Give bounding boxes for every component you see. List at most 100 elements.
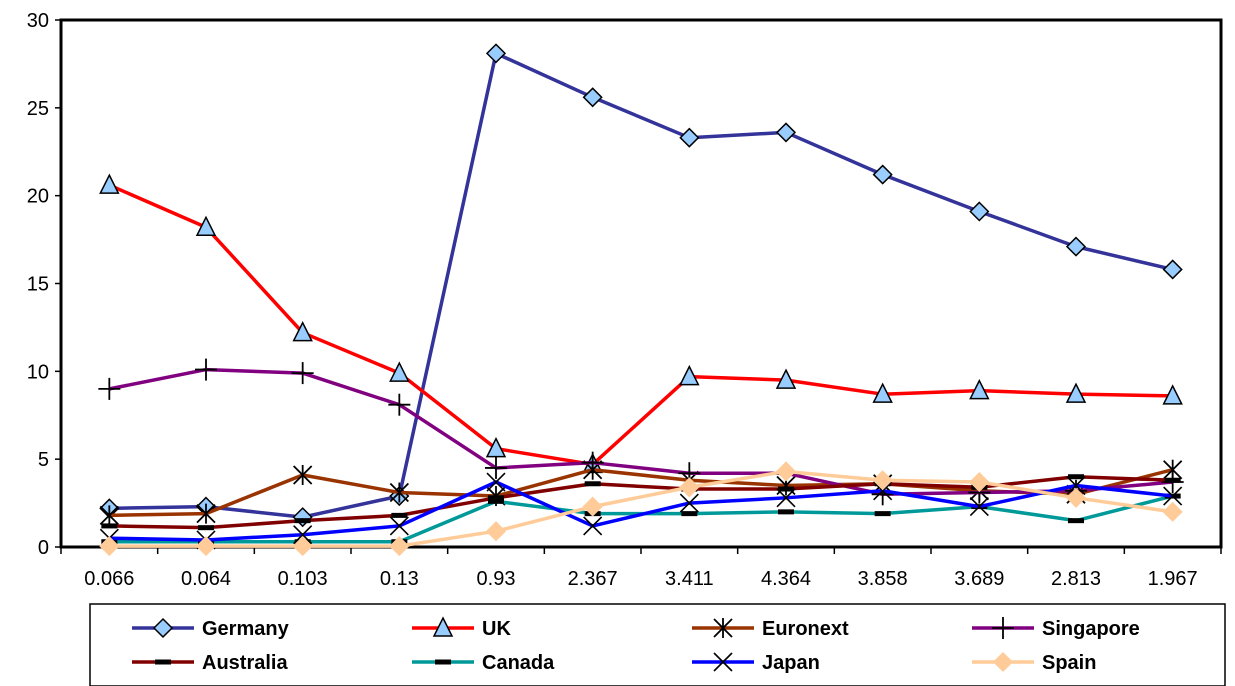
data-point-australia <box>584 481 601 487</box>
x-tick-label: 0.064 <box>181 568 231 590</box>
series-line-japan <box>109 480 1173 542</box>
legend-label: Canada <box>482 652 555 674</box>
legend: Germany UK Euronext Singapore Australia Canad… <box>89 603 1226 686</box>
data-point-germany <box>775 122 797 143</box>
data-point-uk <box>99 173 120 194</box>
data-point-japan <box>969 497 989 517</box>
x-tick-label: 2.367 <box>568 568 618 590</box>
legend-marker <box>713 618 733 638</box>
data-point-japan <box>293 525 313 545</box>
legend-marker <box>435 659 451 665</box>
data-point-spain <box>389 536 410 557</box>
y-tick-label: 10 <box>27 361 49 383</box>
data-point-singapore <box>291 362 314 385</box>
data-point-spain <box>582 496 603 517</box>
legend-marker <box>152 617 174 639</box>
x-tick-label: 0.103 <box>278 568 328 590</box>
data-point-spain <box>679 477 700 498</box>
y-tick-label: 0 <box>38 537 49 559</box>
data-point-germany <box>679 127 700 148</box>
data-point-spain <box>872 470 893 491</box>
legend-marker <box>432 616 454 637</box>
legend-label: Japan <box>762 652 820 674</box>
data-point-uk <box>872 382 893 403</box>
data-point-uk <box>389 361 410 382</box>
legend-label: Euronext <box>762 618 849 640</box>
x-axis: 0.066 0.064 0.103 0.13 0.93 2.367 3.411 4.364 3.… <box>60 547 1222 590</box>
y-tick-label: 30 <box>27 10 49 32</box>
data-point-australia <box>1164 477 1181 483</box>
legend-item-japan: Japan <box>692 652 820 674</box>
x-tick-label: 3.689 <box>954 568 1004 590</box>
data-point-japan <box>679 493 699 513</box>
legend-label: Germany <box>202 618 290 640</box>
data-point-singapore <box>388 393 411 416</box>
data-point-canada <box>778 509 794 515</box>
x-tick-label: 3.411 <box>665 568 714 590</box>
data-point-singapore <box>581 451 604 474</box>
data-point-japan <box>389 516 409 536</box>
data-point-japan <box>583 516 603 536</box>
y-tick-label: 5 <box>38 449 49 471</box>
x-tick-label: 0.066 <box>84 568 134 590</box>
data-point-spain <box>969 471 990 493</box>
legend-item-australia: Australia <box>132 652 288 674</box>
series-spain <box>99 461 1183 557</box>
series-line-singapore <box>108 367 1173 497</box>
data-point-japan <box>1066 475 1086 496</box>
data-point-canada <box>874 511 891 517</box>
legend-label: Singapore <box>1042 618 1140 640</box>
x-tick-label: 4.364 <box>761 568 811 590</box>
data-point-uk <box>969 378 990 400</box>
legend-marker <box>992 651 1014 673</box>
data-point-spain <box>485 521 507 542</box>
data-point-canada <box>681 511 698 517</box>
data-point-euronext <box>293 464 313 485</box>
data-point-australia <box>488 495 504 501</box>
legend-item-euronext: Euronext <box>692 618 849 640</box>
data-point-uk <box>292 321 313 342</box>
x-tick-label: 2.813 <box>1051 568 1101 590</box>
data-point-germany <box>872 164 893 185</box>
data-point-japan <box>486 472 506 492</box>
series-line-uk <box>108 183 1173 467</box>
y-tick-label: 15 <box>27 274 49 296</box>
data-point-australia <box>198 525 214 531</box>
data-point-australia <box>1068 474 1084 480</box>
data-point-euronext <box>99 505 119 526</box>
data-point-euronext <box>389 482 409 503</box>
y-tick-label: 20 <box>27 186 49 208</box>
data-point-spain <box>1162 501 1183 522</box>
legend-marker <box>155 659 171 665</box>
data-point-uk <box>195 215 217 237</box>
data-point-singapore <box>485 456 507 479</box>
data-point-australia <box>294 518 311 524</box>
data-point-germany <box>1065 236 1087 257</box>
data-point-spain <box>1065 487 1087 508</box>
data-point-germany <box>1162 259 1183 280</box>
data-point-euronext <box>196 503 216 524</box>
y-tick-label: 25 <box>27 98 49 120</box>
data-point-uk <box>1065 382 1087 403</box>
legend-item-spain: Spain <box>972 651 1096 674</box>
legend-marker <box>992 617 1014 639</box>
data-point-japan <box>776 488 796 508</box>
legend-label: UK <box>482 618 511 640</box>
data-point-singapore <box>195 358 217 381</box>
series-japan <box>99 472 1183 550</box>
legend-item-uk: UK <box>412 616 511 640</box>
data-point-singapore <box>98 377 121 400</box>
data-point-uk <box>775 368 797 389</box>
data-point-australia <box>778 486 794 492</box>
x-tick-label: 0.93 <box>477 568 516 590</box>
data-point-germany <box>485 43 507 64</box>
data-point-germany <box>969 201 990 222</box>
data-point-spain <box>292 536 313 557</box>
series-line-germany <box>109 51 1174 519</box>
data-point-uk <box>1162 384 1183 405</box>
data-point-uk <box>485 436 507 458</box>
data-point-uk <box>679 364 700 386</box>
legend-item-germany: Germany <box>132 617 290 640</box>
series-germany <box>99 43 1183 528</box>
